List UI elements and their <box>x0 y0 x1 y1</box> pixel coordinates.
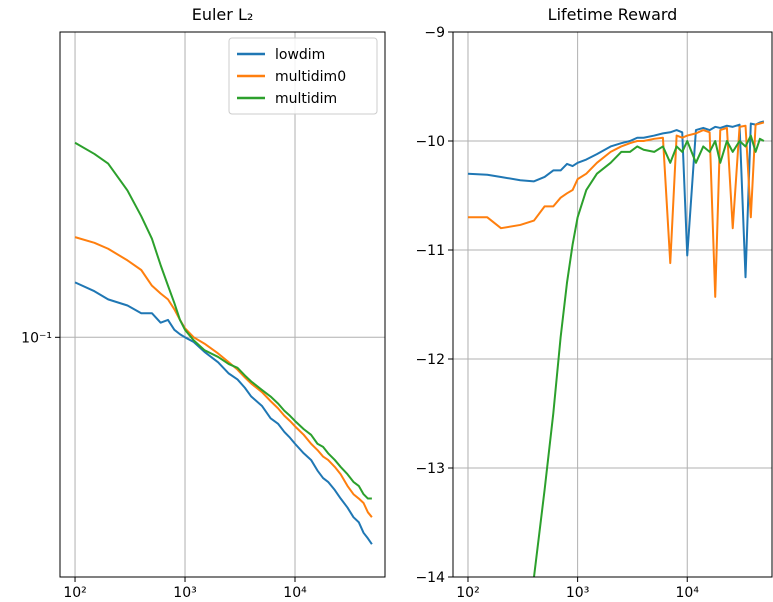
series-line <box>74 141 372 500</box>
axes-frame <box>452 31 773 578</box>
x-tick-label: 10² <box>63 585 86 601</box>
series-line <box>467 121 765 298</box>
y-tick-label: −10 <box>415 134 445 150</box>
x-tick-label: 10³ <box>173 585 196 601</box>
legend-label: multidim0 <box>275 69 346 85</box>
y-tick-label: −14 <box>415 570 445 586</box>
panel: Euler L₂ 10² 10³ 10⁴ 10⁻¹ lowdim multidim0 mult… <box>21 5 386 601</box>
legend-box <box>228 37 378 115</box>
series-line <box>74 236 373 518</box>
series-line <box>467 120 765 279</box>
legend-label: multidim <box>275 91 337 107</box>
y-tick-label: −12 <box>415 352 445 368</box>
series-line <box>532 134 765 577</box>
x-tick-label: 10² <box>456 585 479 601</box>
y-tick-label: −11 <box>415 243 445 259</box>
chart-title: Lifetime Reward <box>548 5 678 24</box>
panel: Lifetime Reward 10² 10³ 10⁴ −14 −13 −12 −11 −10 −… <box>415 5 773 601</box>
axes-frame <box>59 31 386 578</box>
x-tick-label: 10³ <box>566 585 589 601</box>
y-tick-label: −13 <box>415 461 445 477</box>
y-tick-label: −9 <box>424 25 445 41</box>
legend: lowdim multidim0 multidim <box>228 37 378 115</box>
chart-title: Euler L₂ <box>192 5 254 24</box>
x-tick-label: 10⁴ <box>676 585 700 601</box>
x-tick-label: 10⁴ <box>283 585 307 601</box>
legend-label: lowdim <box>275 47 325 63</box>
series-line <box>74 281 373 545</box>
y-tick-label: 10⁻¹ <box>21 330 52 346</box>
